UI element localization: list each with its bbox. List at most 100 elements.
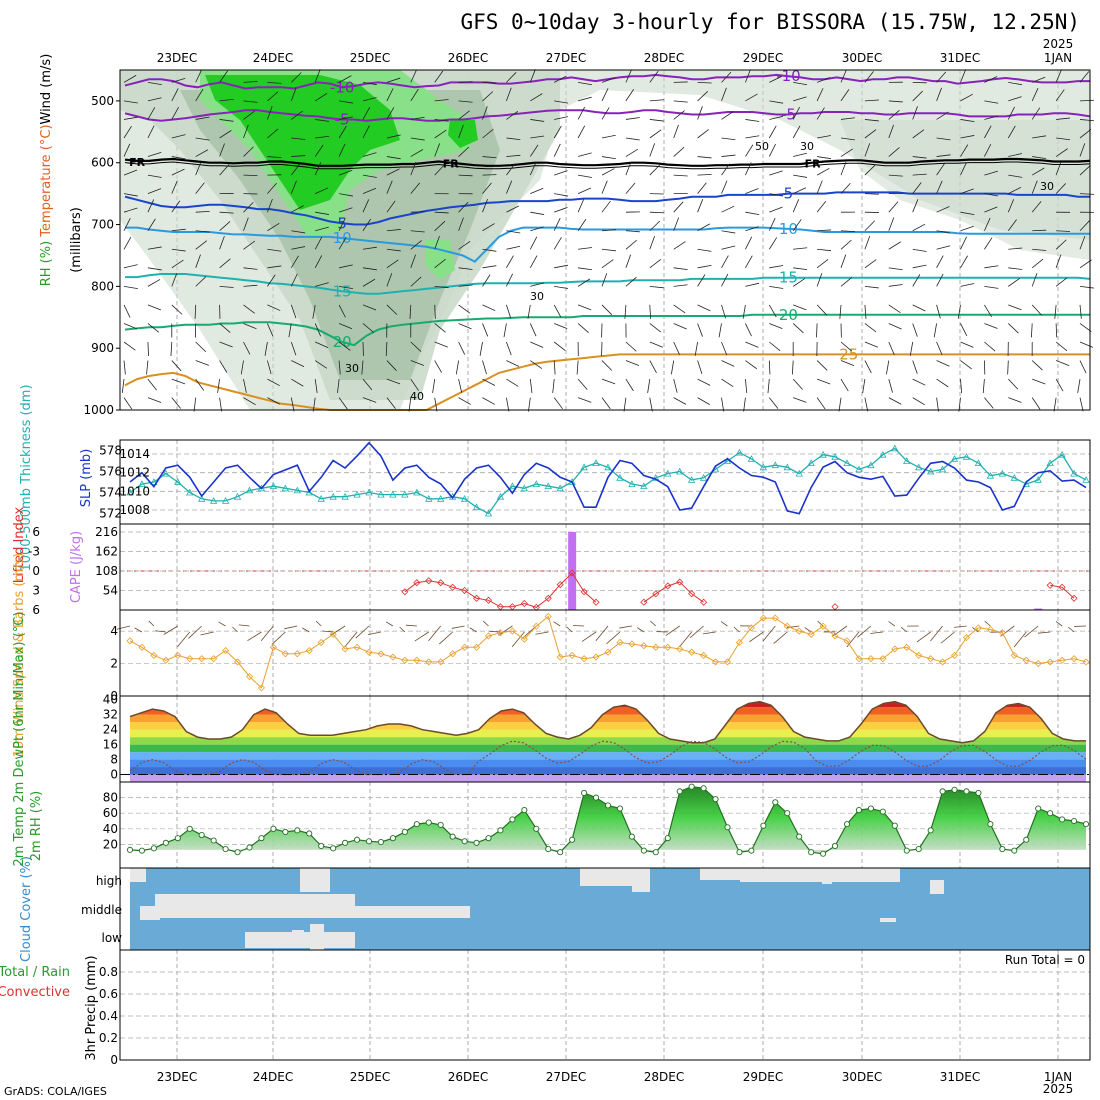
wind-barb — [888, 304, 901, 314]
thickness-point — [962, 452, 971, 460]
thickness-axis-label: 1000-500mb Thickness (dm) — [19, 384, 34, 571]
wind-barb — [529, 162, 537, 176]
wind-barb — [506, 230, 521, 234]
surface-wind-barb — [177, 631, 191, 648]
rh-point — [1047, 810, 1054, 817]
wind-barb — [482, 360, 487, 375]
rh-point — [210, 837, 217, 844]
wind-barb — [625, 117, 640, 120]
wind-barb — [817, 229, 832, 232]
top-date-label: 28DEC — [644, 51, 684, 65]
rh-point — [186, 825, 193, 832]
wind-speed-point — [532, 622, 540, 630]
wind-barb — [864, 285, 879, 289]
surface-wind-barb — [163, 625, 179, 635]
wind-barb — [529, 379, 533, 394]
wind-barb — [434, 129, 447, 139]
lifted-index-point — [401, 588, 409, 596]
wind-barb — [123, 236, 132, 250]
wind-barb — [506, 87, 512, 102]
wind-barb — [482, 182, 492, 194]
wind-barb — [1055, 148, 1068, 157]
wind-barb — [862, 379, 866, 393]
wind-barb — [888, 174, 903, 177]
wind-barb — [769, 115, 784, 120]
lifted-index-point — [413, 579, 421, 587]
wind-barb — [195, 149, 209, 157]
wind-barb — [673, 201, 684, 213]
wind-barb — [816, 107, 825, 120]
wind-barb — [933, 323, 937, 338]
thickness-point — [162, 469, 170, 477]
wind-barb — [553, 304, 562, 318]
rh-point — [198, 831, 205, 839]
wind-barb — [338, 125, 347, 139]
cloud-axis-label: Cloud Cover (%) — [19, 856, 34, 962]
wind-barb — [697, 199, 704, 213]
wind-speed-point — [293, 650, 301, 658]
wind-barb — [1007, 360, 1009, 375]
wind-barb — [601, 134, 616, 139]
wind-speed-point — [210, 655, 218, 663]
wind-barb — [361, 360, 364, 375]
rh-point — [138, 847, 145, 854]
wind-speed-point — [974, 624, 983, 632]
rh-contour-label: 50 — [755, 140, 769, 153]
wind-speed-point — [233, 658, 242, 666]
surface-wind-barb — [773, 631, 788, 644]
wind-barb — [697, 378, 711, 386]
wind-barb — [721, 180, 728, 194]
wind-barb — [960, 93, 973, 102]
wind-barb — [362, 107, 371, 120]
wind-barb — [768, 304, 777, 318]
wind-barb — [984, 193, 999, 197]
surface-wind-barb — [271, 631, 286, 645]
wind-barb — [1053, 397, 1057, 412]
wind-barb — [195, 378, 205, 391]
wind-barb — [984, 304, 992, 318]
wind-barb — [339, 285, 353, 290]
surface-wind-barb — [832, 625, 848, 637]
lifted-index-point — [425, 577, 433, 585]
thickness-point — [771, 461, 779, 469]
wind-barb — [267, 128, 279, 139]
wind-barb — [816, 180, 823, 194]
wind-axis-label: Wind (m/s) — [39, 54, 54, 125]
contour-label: 15 — [779, 269, 798, 287]
wind-speed-point — [1082, 658, 1090, 666]
rh-point — [509, 816, 516, 823]
thickness-point — [879, 450, 887, 458]
wind-barb — [267, 81, 282, 84]
thickness-point — [986, 471, 995, 479]
plot-layers: 23DEC 24DEC 25DEC 26DEC 27DEC 28DEC 29DEC 30DEC… — [0, 51, 1095, 1084]
wind-barb — [410, 88, 419, 102]
wind-barb — [840, 117, 855, 120]
wind-barb — [625, 69, 632, 83]
contour-label: -5 — [781, 106, 796, 124]
temp-band — [130, 752, 1086, 760]
wind-barb — [673, 378, 678, 393]
surface-wind-barb — [414, 631, 429, 642]
wind-barb — [147, 341, 149, 357]
surface-wind-barb — [749, 631, 764, 643]
wind-barb — [767, 379, 770, 394]
wind-barb — [123, 360, 126, 375]
wind-barb — [362, 278, 376, 287]
wind-barb — [1077, 379, 1081, 393]
rh-point — [772, 799, 779, 806]
lifted-index-point — [484, 596, 493, 604]
wind-barb — [840, 137, 855, 141]
wind-barb — [290, 163, 301, 176]
rh-point — [353, 836, 361, 843]
wind-barb — [267, 156, 282, 159]
wind-barb — [577, 125, 586, 139]
wind-barb — [984, 143, 992, 157]
rh-point — [318, 842, 325, 850]
wind-barb — [123, 193, 138, 197]
wind-barb — [649, 360, 657, 374]
wind-barb — [506, 111, 519, 120]
temperature-contour-line — [125, 273, 1091, 295]
wind-speed-point — [425, 658, 433, 666]
wind-barb — [123, 125, 132, 139]
surface-wind-barb — [188, 625, 202, 639]
